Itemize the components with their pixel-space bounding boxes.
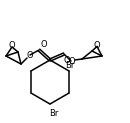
Text: O: O — [27, 51, 33, 60]
Text: O: O — [63, 56, 70, 65]
Text: Br: Br — [65, 61, 74, 69]
Text: O: O — [69, 56, 75, 66]
Text: O: O — [40, 40, 47, 49]
Text: Br: Br — [49, 109, 58, 118]
Text: O: O — [94, 41, 100, 50]
Text: O: O — [9, 41, 15, 51]
